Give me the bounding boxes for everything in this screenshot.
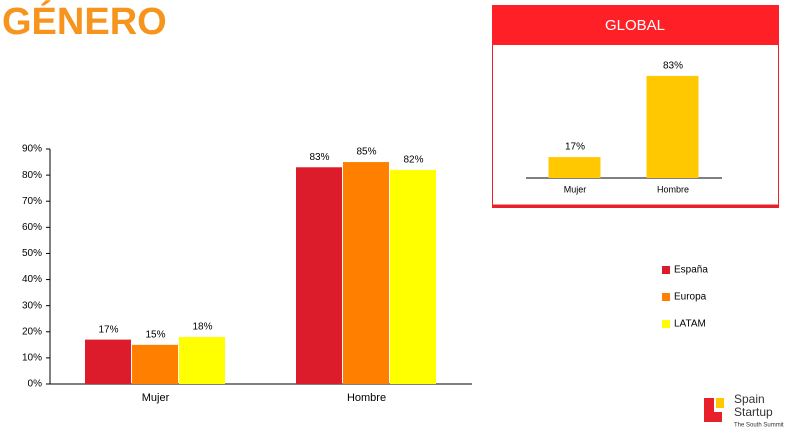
logo: Spain Startup The South Summit [704, 392, 784, 429]
value-label: 82% [403, 155, 423, 166]
y-tick-label: 40% [22, 274, 42, 285]
bar [343, 162, 389, 384]
x-tick-label: Mujer [564, 184, 587, 194]
y-tick-label: 20% [22, 326, 42, 337]
slide-title: GÉNERO [2, 0, 167, 43]
y-tick-label: 80% [22, 170, 42, 181]
legend-label: España [674, 265, 708, 276]
value-label: 85% [356, 147, 376, 158]
value-label: 15% [145, 329, 165, 340]
x-tick-label: Hombre [347, 392, 386, 404]
x-tick-label: Mujer [142, 392, 170, 404]
y-tick-label: 30% [22, 300, 42, 311]
global-title: GLOBAL [605, 17, 665, 34]
bar [132, 344, 178, 384]
logo-text: Spain [734, 392, 765, 406]
legend-label: Europa [674, 292, 707, 303]
value-label: 83% [663, 61, 683, 72]
legend-label: LATAM [674, 319, 706, 330]
value-label: 83% [309, 152, 329, 163]
legend-swatch [662, 293, 670, 301]
logo-mark [716, 398, 724, 408]
bar [179, 337, 225, 384]
y-tick-label: 60% [22, 222, 42, 233]
bar [85, 339, 131, 384]
x-tick-label: Hombre [657, 184, 689, 194]
y-tick-label: 10% [22, 353, 42, 364]
logo-text: Startup [734, 405, 773, 419]
legend-swatch [662, 266, 670, 274]
bar [390, 169, 436, 384]
y-tick-label: 50% [22, 248, 42, 259]
value-label: 17% [565, 142, 585, 153]
y-tick-label: 70% [22, 196, 42, 207]
legend-swatch [662, 320, 670, 328]
bar [296, 167, 342, 384]
logo-tagline: The South Summit [734, 423, 784, 429]
global-header [492, 5, 779, 45]
logo-mark [704, 398, 722, 422]
y-tick-label: 90% [22, 144, 42, 155]
value-label: 18% [192, 322, 212, 333]
value-label: 17% [98, 324, 118, 335]
y-tick-label: 0% [28, 379, 43, 390]
bar [646, 75, 699, 178]
bar [548, 157, 601, 178]
